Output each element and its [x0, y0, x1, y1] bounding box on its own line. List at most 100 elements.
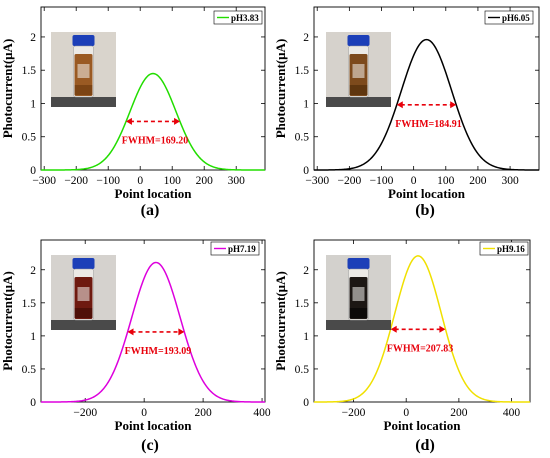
y-tick-label: 0.5: [22, 132, 37, 144]
vial-liquid-bottom: [349, 85, 368, 95]
x-tick-label: −200: [64, 175, 88, 187]
vial-label-sticker: [77, 64, 90, 78]
legend-label: pH7.19: [228, 244, 256, 254]
x-tick-label: 0: [411, 175, 417, 187]
legend-box: [210, 241, 260, 256]
vial-cap: [72, 258, 95, 269]
fwhm-arrowhead-right: [439, 325, 446, 333]
fwhm-label: FWHM=169.20: [122, 135, 189, 146]
legend-label: pH9.16: [497, 244, 525, 254]
vial-label-sticker: [352, 64, 365, 78]
x-tick-label: 400: [253, 407, 271, 419]
series-line: [41, 72, 265, 171]
y-tick-label: 0: [303, 397, 309, 409]
fwhm-arrowhead-right: [178, 328, 185, 336]
y-tick-label: 2: [303, 265, 309, 277]
vial-photo-inset: [51, 255, 116, 330]
x-tick-label: 100: [164, 175, 182, 187]
y-axis-label: Photocurrent(μA): [273, 39, 288, 139]
inset-table-surface: [326, 97, 391, 107]
series-line: [314, 255, 530, 403]
y-tick-label: 1.5: [22, 65, 37, 77]
y-tick-label: 1.5: [295, 65, 310, 77]
inset-table-surface: [326, 320, 391, 330]
panel-label: (b): [415, 202, 435, 219]
y-tick-label: 0: [303, 165, 309, 177]
series-line: [41, 261, 265, 403]
x-tick-label: 0: [141, 407, 147, 419]
x-tick-label: 100: [437, 175, 455, 187]
fwhm-arrowhead-left: [390, 325, 397, 333]
vial-label-sticker: [77, 287, 90, 301]
legend-box: [479, 241, 529, 256]
plot-frame: [40, 6, 266, 171]
plot-frame: [40, 239, 266, 403]
panel-label: (a): [141, 202, 160, 219]
x-tick-label: 400: [503, 407, 521, 419]
chart-panel-a: −300 −200 −100 0 100 200 300 0 0.5 1 1.5 2 Point loc…: [0, 6, 266, 219]
chart-panel-d: −200 0 200 400 0 0.5 1 1.5 2 Point location Photoc…: [273, 239, 531, 454]
x-axis-label: Point location: [388, 186, 466, 201]
legend: pH3.83: [213, 10, 263, 25]
vial-photo-inset: [326, 255, 391, 330]
fwhm-arrowhead-left: [125, 117, 132, 125]
x-tick-label: 300: [501, 175, 519, 187]
y-tick-label: 1: [303, 331, 309, 343]
x-tick-label: 0: [403, 407, 409, 419]
legend: pH6.05: [484, 10, 534, 25]
y-tick-label: 1.5: [22, 298, 37, 310]
y-tick-label: 2: [30, 32, 36, 44]
chart-panel-c: −200 0 200 400 0 0.5 1 1.5 2 Point location Photoc…: [0, 239, 271, 454]
vial-photo-inset: [51, 32, 116, 107]
vial-cap: [72, 35, 95, 46]
legend-box: [484, 10, 534, 25]
x-tick-label: −200: [342, 407, 366, 419]
x-tick-label: 200: [450, 407, 468, 419]
x-tick-label: −300: [32, 175, 56, 187]
fwhm-label: FWHM=193.09: [125, 346, 192, 357]
y-tick-label: 1: [303, 98, 309, 110]
y-tick-label: 1.5: [295, 298, 310, 310]
x-axis-label: Point location: [384, 418, 462, 433]
y-tick-label: 1: [30, 331, 36, 343]
y-tick-label: 0.5: [295, 132, 310, 144]
fwhm-arrowhead-right: [450, 101, 457, 109]
legend: pH9.16: [479, 241, 529, 256]
y-axis-label: Photocurrent(μA): [273, 271, 288, 371]
x-tick-label: −200: [337, 175, 361, 187]
vial-cap: [347, 258, 370, 269]
inset-table-surface: [51, 97, 116, 107]
chart-panel-b: −300 −200 −100 0 100 200 300 0 0.5 1 1.5 2 Point loc…: [273, 6, 540, 219]
y-tick-label: 0: [30, 397, 36, 409]
fwhm-arrowhead-left: [396, 101, 403, 109]
legend-label: pH6.05: [502, 13, 530, 23]
x-tick-label: −200: [73, 407, 97, 419]
panel-label: (d): [415, 437, 435, 454]
vial-liquid-bottom: [74, 85, 93, 95]
inset-table-surface: [51, 320, 116, 330]
legend-label: pH3.83: [231, 13, 259, 23]
plot-frame: [313, 6, 540, 171]
legend: pH7.19: [210, 241, 260, 256]
fwhm-label: FWHM=184.91: [395, 119, 462, 130]
panel-label: (c): [141, 437, 159, 454]
x-axis-label: Point location: [115, 186, 193, 201]
y-tick-label: 2: [303, 32, 309, 44]
plot-frame: [313, 239, 531, 403]
x-tick-label: 200: [196, 175, 214, 187]
y-tick-label: 0.5: [295, 364, 310, 376]
y-axis-label: Photocurrent(μA): [0, 271, 15, 371]
series-line: [314, 38, 539, 171]
x-tick-label: 0: [137, 175, 143, 187]
vial-label-sticker: [352, 287, 365, 301]
fwhm-label: FWHM=207.83: [387, 343, 454, 354]
y-tick-label: 2: [30, 265, 36, 277]
legend-box: [213, 10, 263, 25]
vial-liquid-bottom: [349, 308, 368, 318]
x-tick-label: −100: [370, 175, 394, 187]
vial-photo-inset: [326, 32, 391, 107]
fwhm-arrowhead-right: [174, 117, 181, 125]
vial-cap: [347, 35, 370, 46]
x-tick-label: 200: [469, 175, 487, 187]
